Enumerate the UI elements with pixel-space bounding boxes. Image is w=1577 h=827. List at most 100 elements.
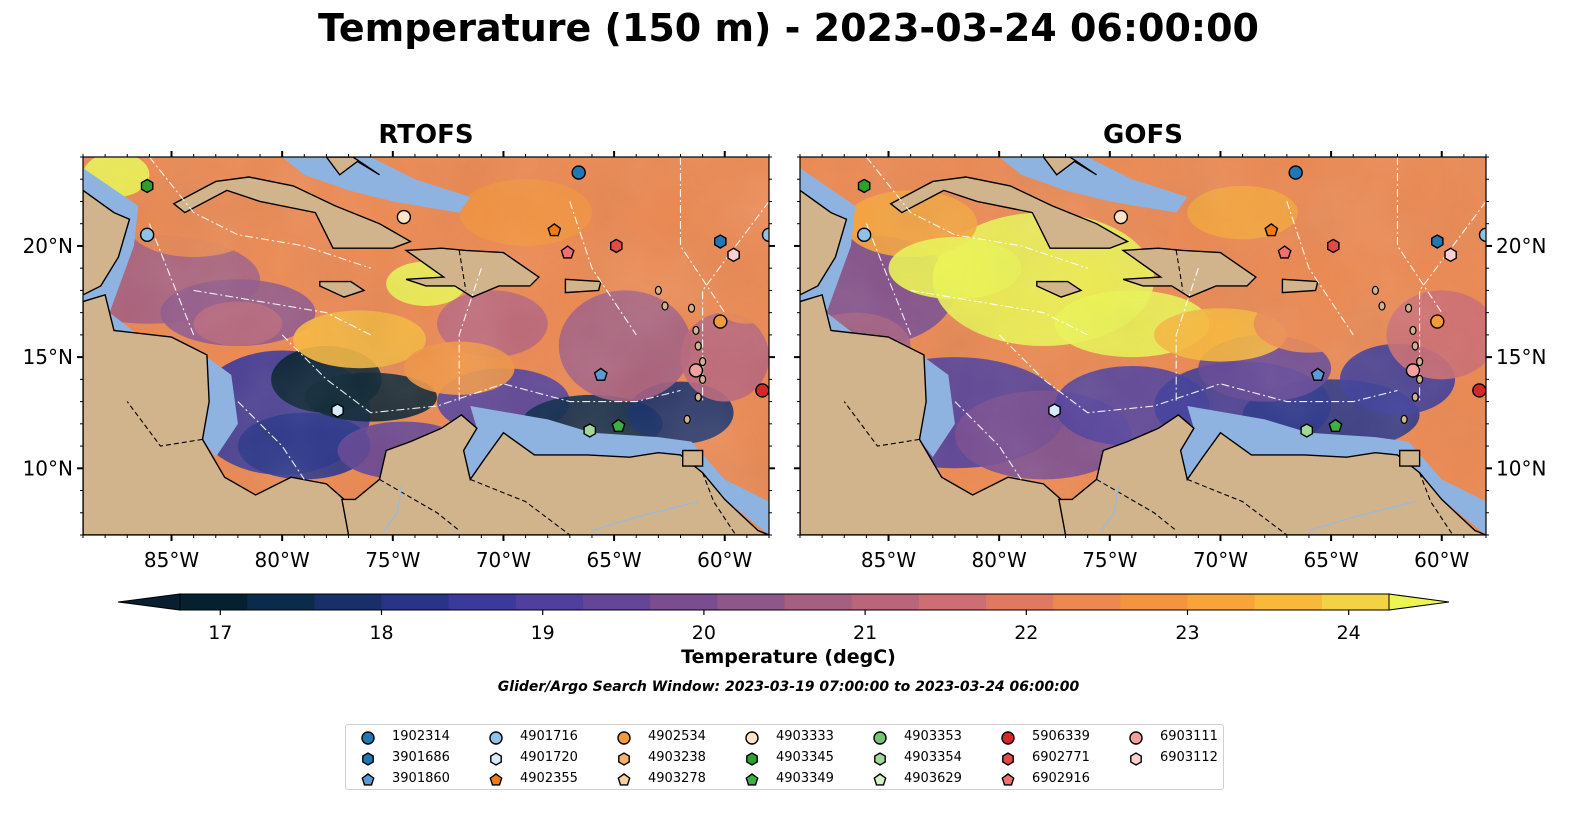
map-panel-rtofs: 85°W 80°W 75°W 70°W 65°W 60°W 20°N 15°N 10°N: [23, 151, 775, 572]
lon-tick-label: 65°W: [1303, 548, 1358, 572]
legend-marker-6903112: [1130, 752, 1142, 766]
colorbar-tick-label: 23: [1175, 622, 1199, 644]
float-marker-4902534: [713, 314, 728, 329]
legend-marker-6903111: [1129, 731, 1143, 745]
float-marker-4901716: [139, 227, 155, 243]
legend-label: 3901860: [392, 771, 450, 786]
float-marker-6902916: [560, 245, 575, 259]
colorbar-segment: [583, 594, 651, 610]
legend-label: 4903354: [904, 750, 962, 765]
float-legend: 1902314 3901686 3901860 4901716 4901720 49023…: [345, 724, 1224, 790]
float-marker-6902916: [1277, 245, 1292, 259]
float-marker-3901860: [593, 367, 608, 381]
float-marker-3901860: [1310, 367, 1325, 381]
lon-tick-label: 85°W: [144, 548, 199, 572]
float-marker-4902355: [1264, 223, 1279, 237]
float-marker-4903345: [140, 178, 154, 194]
colorbar-segment: [247, 594, 315, 610]
legend-marker-4901716: [489, 731, 503, 745]
panel-title-gofs: GOFS: [1103, 120, 1183, 150]
legend-label: 6902916: [1032, 771, 1090, 786]
legend-label: 4903333: [776, 729, 834, 744]
legend-label: 4903278: [648, 771, 706, 786]
float-marker-5906339: [1472, 383, 1486, 398]
colorbar-segment: [448, 594, 517, 610]
colorbar-tick-label: 20: [692, 622, 716, 644]
colorbar-tick-label: 21: [853, 622, 877, 644]
float-marker-6903112: [1444, 247, 1457, 263]
colorbar: 17 18 19 20 21 22 23 24: [117, 593, 1450, 644]
lon-tick-label: 75°W: [1082, 548, 1137, 572]
lat-tick-label: 15°N: [23, 345, 73, 369]
lon-tick-label: 70°W: [476, 548, 531, 572]
colorbar-tick-label: 24: [1337, 622, 1361, 644]
float-marker-1902314: [1288, 165, 1303, 180]
float-marker-4902534: [1430, 314, 1445, 329]
colorbar-segment: [986, 594, 1054, 610]
legend-label: 3901686: [392, 750, 450, 765]
legend-marker-4902534: [617, 731, 631, 745]
colorbar-segment: [314, 594, 382, 610]
lon-tick-label: 70°W: [1193, 548, 1248, 572]
lat-tick-label: 15°N: [1496, 345, 1546, 369]
legend-marker-1902314: [361, 731, 375, 745]
float-marker-3901686: [1430, 234, 1444, 249]
legend-label: 4902534: [648, 729, 706, 744]
legend-marker-3901686: [362, 752, 374, 766]
float-marker-5906339: [755, 383, 769, 398]
legend-marker-4903238: [618, 752, 630, 766]
legend-marker-4903629: [873, 773, 887, 786]
panel-title-rtofs: RTOFS: [378, 120, 474, 150]
colorbar-segment: [1187, 594, 1256, 610]
colorbar-segment: [717, 594, 785, 610]
colorbar-tick-label: 17: [208, 622, 232, 644]
map-panel-gofs: 85°W 80°W 75°W 70°W 65°W 60°W 20°N 15°N 10°N: [794, 151, 1546, 572]
float-marker-4903354: [1300, 423, 1314, 438]
legend-label: 5906339: [1032, 729, 1090, 744]
colorbar-segment: [650, 594, 718, 610]
lat-tick-label: 10°N: [1496, 456, 1546, 480]
lon-tick-label: 75°W: [365, 548, 420, 572]
colorbar-segment: [1120, 594, 1188, 610]
lat-tick-label: 10°N: [23, 456, 73, 480]
legend-marker-6902771: [1002, 752, 1014, 766]
map-frame: [82, 156, 770, 536]
colorbar-segment: [1321, 594, 1390, 610]
legend-marker-5906339: [1001, 731, 1015, 745]
legend-label: 4902355: [520, 771, 578, 786]
legend-label: 4903349: [776, 771, 834, 786]
float-marker-4901716: [856, 227, 872, 243]
colorbar-segment: [784, 594, 853, 610]
legend-label: 1902314: [392, 729, 450, 744]
lon-tick-label: 60°W: [1414, 548, 1469, 572]
legend-label: 4903629: [904, 771, 962, 786]
legend-marker-3901860: [361, 773, 375, 786]
lat-tick-label: 20°N: [23, 234, 73, 258]
legend-label: 6903112: [1160, 750, 1218, 765]
colorbar-tick-label: 22: [1014, 622, 1038, 644]
colorbar-segment: [851, 594, 920, 610]
float-marker-4902355: [547, 223, 562, 237]
legend-label: 4903353: [904, 729, 962, 744]
legend-marker-4903354: [874, 752, 886, 766]
legend-label: 4903345: [776, 750, 834, 765]
search-window-text: Glider/Argo Search Window: 2023-03-19 07…: [497, 679, 1080, 695]
float-marker-3901686: [714, 234, 727, 249]
legend-marker-6902916: [1001, 773, 1015, 786]
legend-marker-4903278: [617, 773, 631, 786]
float-marker-6902771: [610, 238, 623, 254]
float-marker-4903345: [857, 178, 871, 194]
lat-tick-label: 20°N: [1496, 234, 1546, 258]
legend-marker-4903353: [873, 731, 887, 745]
colorbar-segment: [381, 594, 450, 610]
float-marker-4901716: [1478, 227, 1486, 243]
lon-tick-label: 80°W: [255, 548, 310, 572]
legend-marker-4902355: [489, 773, 503, 786]
float-marker-6903112: [727, 247, 740, 263]
colorbar-segment: [1053, 594, 1121, 610]
legend-marker-4903349: [745, 773, 759, 786]
colorbar-segment: [1254, 594, 1323, 610]
lon-tick-label: 60°W: [697, 548, 752, 572]
lon-tick-label: 85°W: [861, 548, 916, 572]
figure-title: Temperature (150 m) - 2023-03-24 06:00:0…: [317, 6, 1259, 50]
